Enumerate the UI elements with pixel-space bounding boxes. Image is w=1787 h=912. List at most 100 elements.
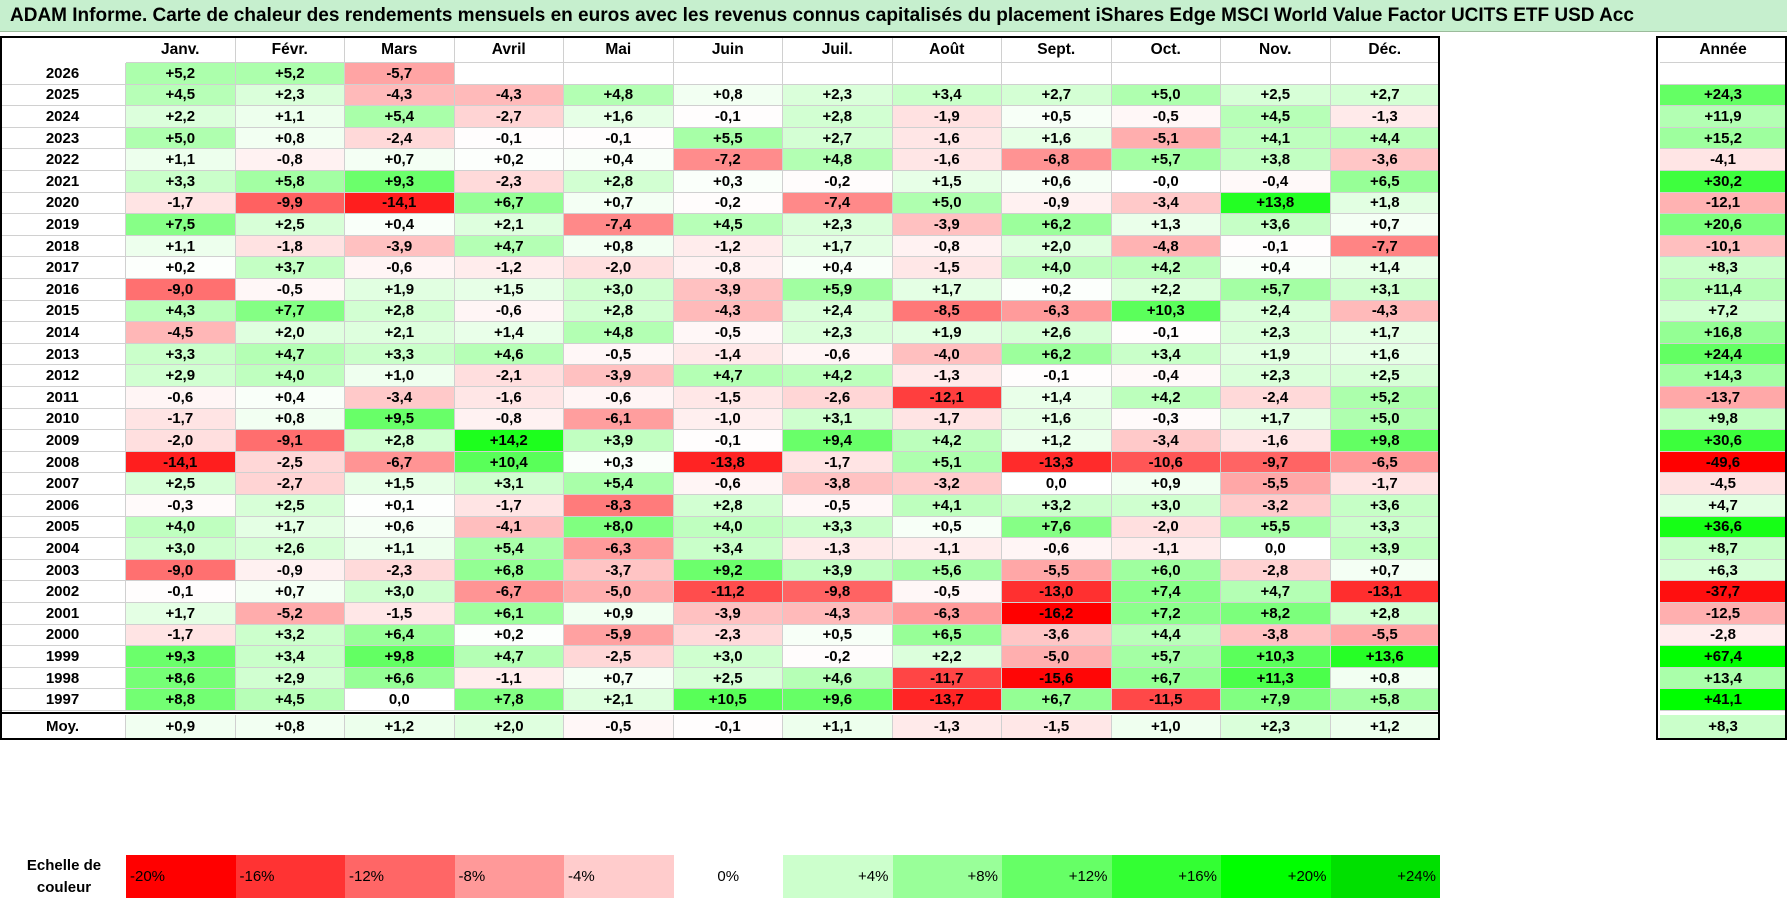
month-cell: -1,5 bbox=[892, 257, 1002, 279]
annual-cell: -37,7 bbox=[1660, 581, 1787, 603]
month-cell: -1,1 bbox=[892, 538, 1002, 560]
month-cell: -0,1 bbox=[564, 127, 674, 150]
month-cell: -3,9 bbox=[673, 279, 783, 301]
month-cell: +2,9 bbox=[126, 365, 236, 387]
month-cell: +4,2 bbox=[1111, 257, 1221, 279]
month-cell: -4,1 bbox=[454, 516, 564, 539]
month-cell: +0,2 bbox=[454, 149, 564, 171]
month-cell: +2,8 bbox=[564, 300, 674, 323]
month-cell: +5,8 bbox=[235, 171, 345, 193]
annual-cell: +20,6 bbox=[1660, 214, 1787, 236]
annual-cell: +9,8 bbox=[1660, 408, 1787, 431]
month-cell: -3,9 bbox=[564, 365, 674, 387]
month-cell: -0,1 bbox=[1002, 365, 1112, 387]
year-label: 2005 bbox=[0, 516, 126, 539]
month-cell: +2,5 bbox=[235, 214, 345, 236]
month-cell: +6,7 bbox=[454, 192, 564, 215]
month-cell: +0,4 bbox=[783, 257, 893, 279]
month-cell: -4,5 bbox=[126, 322, 236, 344]
month-cell: +1,1 bbox=[126, 149, 236, 171]
month-cell: +4,8 bbox=[564, 322, 674, 344]
annual-cell: +4,7 bbox=[1660, 495, 1787, 517]
month-cell: +3,4 bbox=[673, 538, 783, 560]
month-cell bbox=[1111, 63, 1221, 85]
page-title: ADAM Informe. Carte de chaleur des rende… bbox=[0, 0, 1787, 32]
year-label: 2004 bbox=[0, 538, 126, 560]
average-cell: +0,9 bbox=[126, 715, 236, 739]
month-header: Nov. bbox=[1221, 37, 1331, 63]
year-label: 2002 bbox=[0, 581, 126, 603]
month-cell: +11,3 bbox=[1221, 667, 1331, 690]
month-cell: -4,3 bbox=[783, 603, 893, 625]
annual-cell: +7,2 bbox=[1660, 300, 1787, 323]
month-cell: +0,7 bbox=[235, 581, 345, 603]
month-cell: -6,1 bbox=[564, 408, 674, 431]
month-cell: +14,2 bbox=[454, 430, 564, 452]
month-cell: +1,1 bbox=[345, 538, 455, 560]
month-cell: +5,0 bbox=[1330, 408, 1440, 431]
month-cell: +3,6 bbox=[1330, 495, 1440, 517]
month-cell: -7,2 bbox=[673, 149, 783, 171]
month-cell: +9,3 bbox=[126, 646, 236, 668]
month-cell: +3,6 bbox=[1221, 214, 1331, 236]
month-cell: +4,6 bbox=[783, 667, 893, 690]
month-cell: -0,3 bbox=[1111, 408, 1221, 431]
month-cell: +1,9 bbox=[345, 279, 455, 301]
year-label: 2001 bbox=[0, 603, 126, 625]
month-cell: -2,3 bbox=[454, 171, 564, 193]
month-cell: +4,0 bbox=[1002, 257, 1112, 279]
month-cell: -0,6 bbox=[126, 387, 236, 409]
month-cell: -3,9 bbox=[892, 214, 1002, 236]
month-cell: 0,0 bbox=[1221, 538, 1331, 560]
month-cell bbox=[892, 63, 1002, 85]
month-cell: +1,5 bbox=[892, 171, 1002, 193]
month-cell: -7,4 bbox=[564, 214, 674, 236]
month-cell: -1,2 bbox=[673, 235, 783, 258]
month-cell: -16,2 bbox=[1002, 603, 1112, 625]
month-cell: +4,5 bbox=[1221, 106, 1331, 128]
month-cell: -0,6 bbox=[345, 257, 455, 279]
month-cell: +6,1 bbox=[454, 603, 564, 625]
month-cell: -6,8 bbox=[1002, 149, 1112, 171]
month-cell: +8,8 bbox=[126, 689, 236, 711]
month-cell: -6,3 bbox=[1002, 300, 1112, 323]
month-cell: +1,1 bbox=[235, 106, 345, 128]
average-cell: +2,3 bbox=[1221, 715, 1331, 739]
month-cell: +2,4 bbox=[1221, 300, 1331, 323]
month-cell: -3,8 bbox=[1221, 624, 1331, 647]
month-cell: -0,6 bbox=[783, 343, 893, 366]
month-cell bbox=[783, 63, 893, 85]
month-cell: -2,6 bbox=[783, 387, 893, 409]
month-cell: -5,7 bbox=[345, 63, 455, 85]
year-header: Année bbox=[1660, 37, 1787, 63]
month-cell: +3,4 bbox=[1111, 343, 1221, 366]
year-label: 2016 bbox=[0, 279, 126, 301]
month-cell: -2,3 bbox=[345, 559, 455, 582]
month-cell: +2,2 bbox=[1111, 279, 1221, 301]
month-cell: +2,0 bbox=[235, 322, 345, 344]
month-cell: -5,0 bbox=[564, 581, 674, 603]
month-cell: -0,5 bbox=[892, 581, 1002, 603]
month-cell: +2,1 bbox=[454, 214, 564, 236]
month-cell: +3,0 bbox=[673, 646, 783, 668]
month-cell: +0,6 bbox=[345, 516, 455, 539]
month-cell: -4,3 bbox=[673, 300, 783, 323]
month-cell: +0,5 bbox=[892, 516, 1002, 539]
month-cell: +9,3 bbox=[345, 171, 455, 193]
month-cell: -0,6 bbox=[454, 300, 564, 323]
month-cell: -0,2 bbox=[783, 646, 893, 668]
month-cell: -9,0 bbox=[126, 279, 236, 301]
month-cell bbox=[1221, 63, 1331, 85]
year-label: 2009 bbox=[0, 430, 126, 452]
month-cell: -11,5 bbox=[1111, 689, 1221, 711]
month-cell: +3,4 bbox=[892, 84, 1002, 107]
month-cell: +0,3 bbox=[564, 451, 674, 474]
month-cell: +3,3 bbox=[345, 343, 455, 366]
month-cell: -6,3 bbox=[564, 538, 674, 560]
month-cell: -1,6 bbox=[454, 387, 564, 409]
month-cell: +2,5 bbox=[1330, 365, 1440, 387]
month-cell: +3,1 bbox=[454, 473, 564, 495]
month-cell: -6,7 bbox=[454, 581, 564, 603]
month-cell: +1,7 bbox=[1330, 322, 1440, 344]
month-cell: -5,0 bbox=[1002, 646, 1112, 668]
